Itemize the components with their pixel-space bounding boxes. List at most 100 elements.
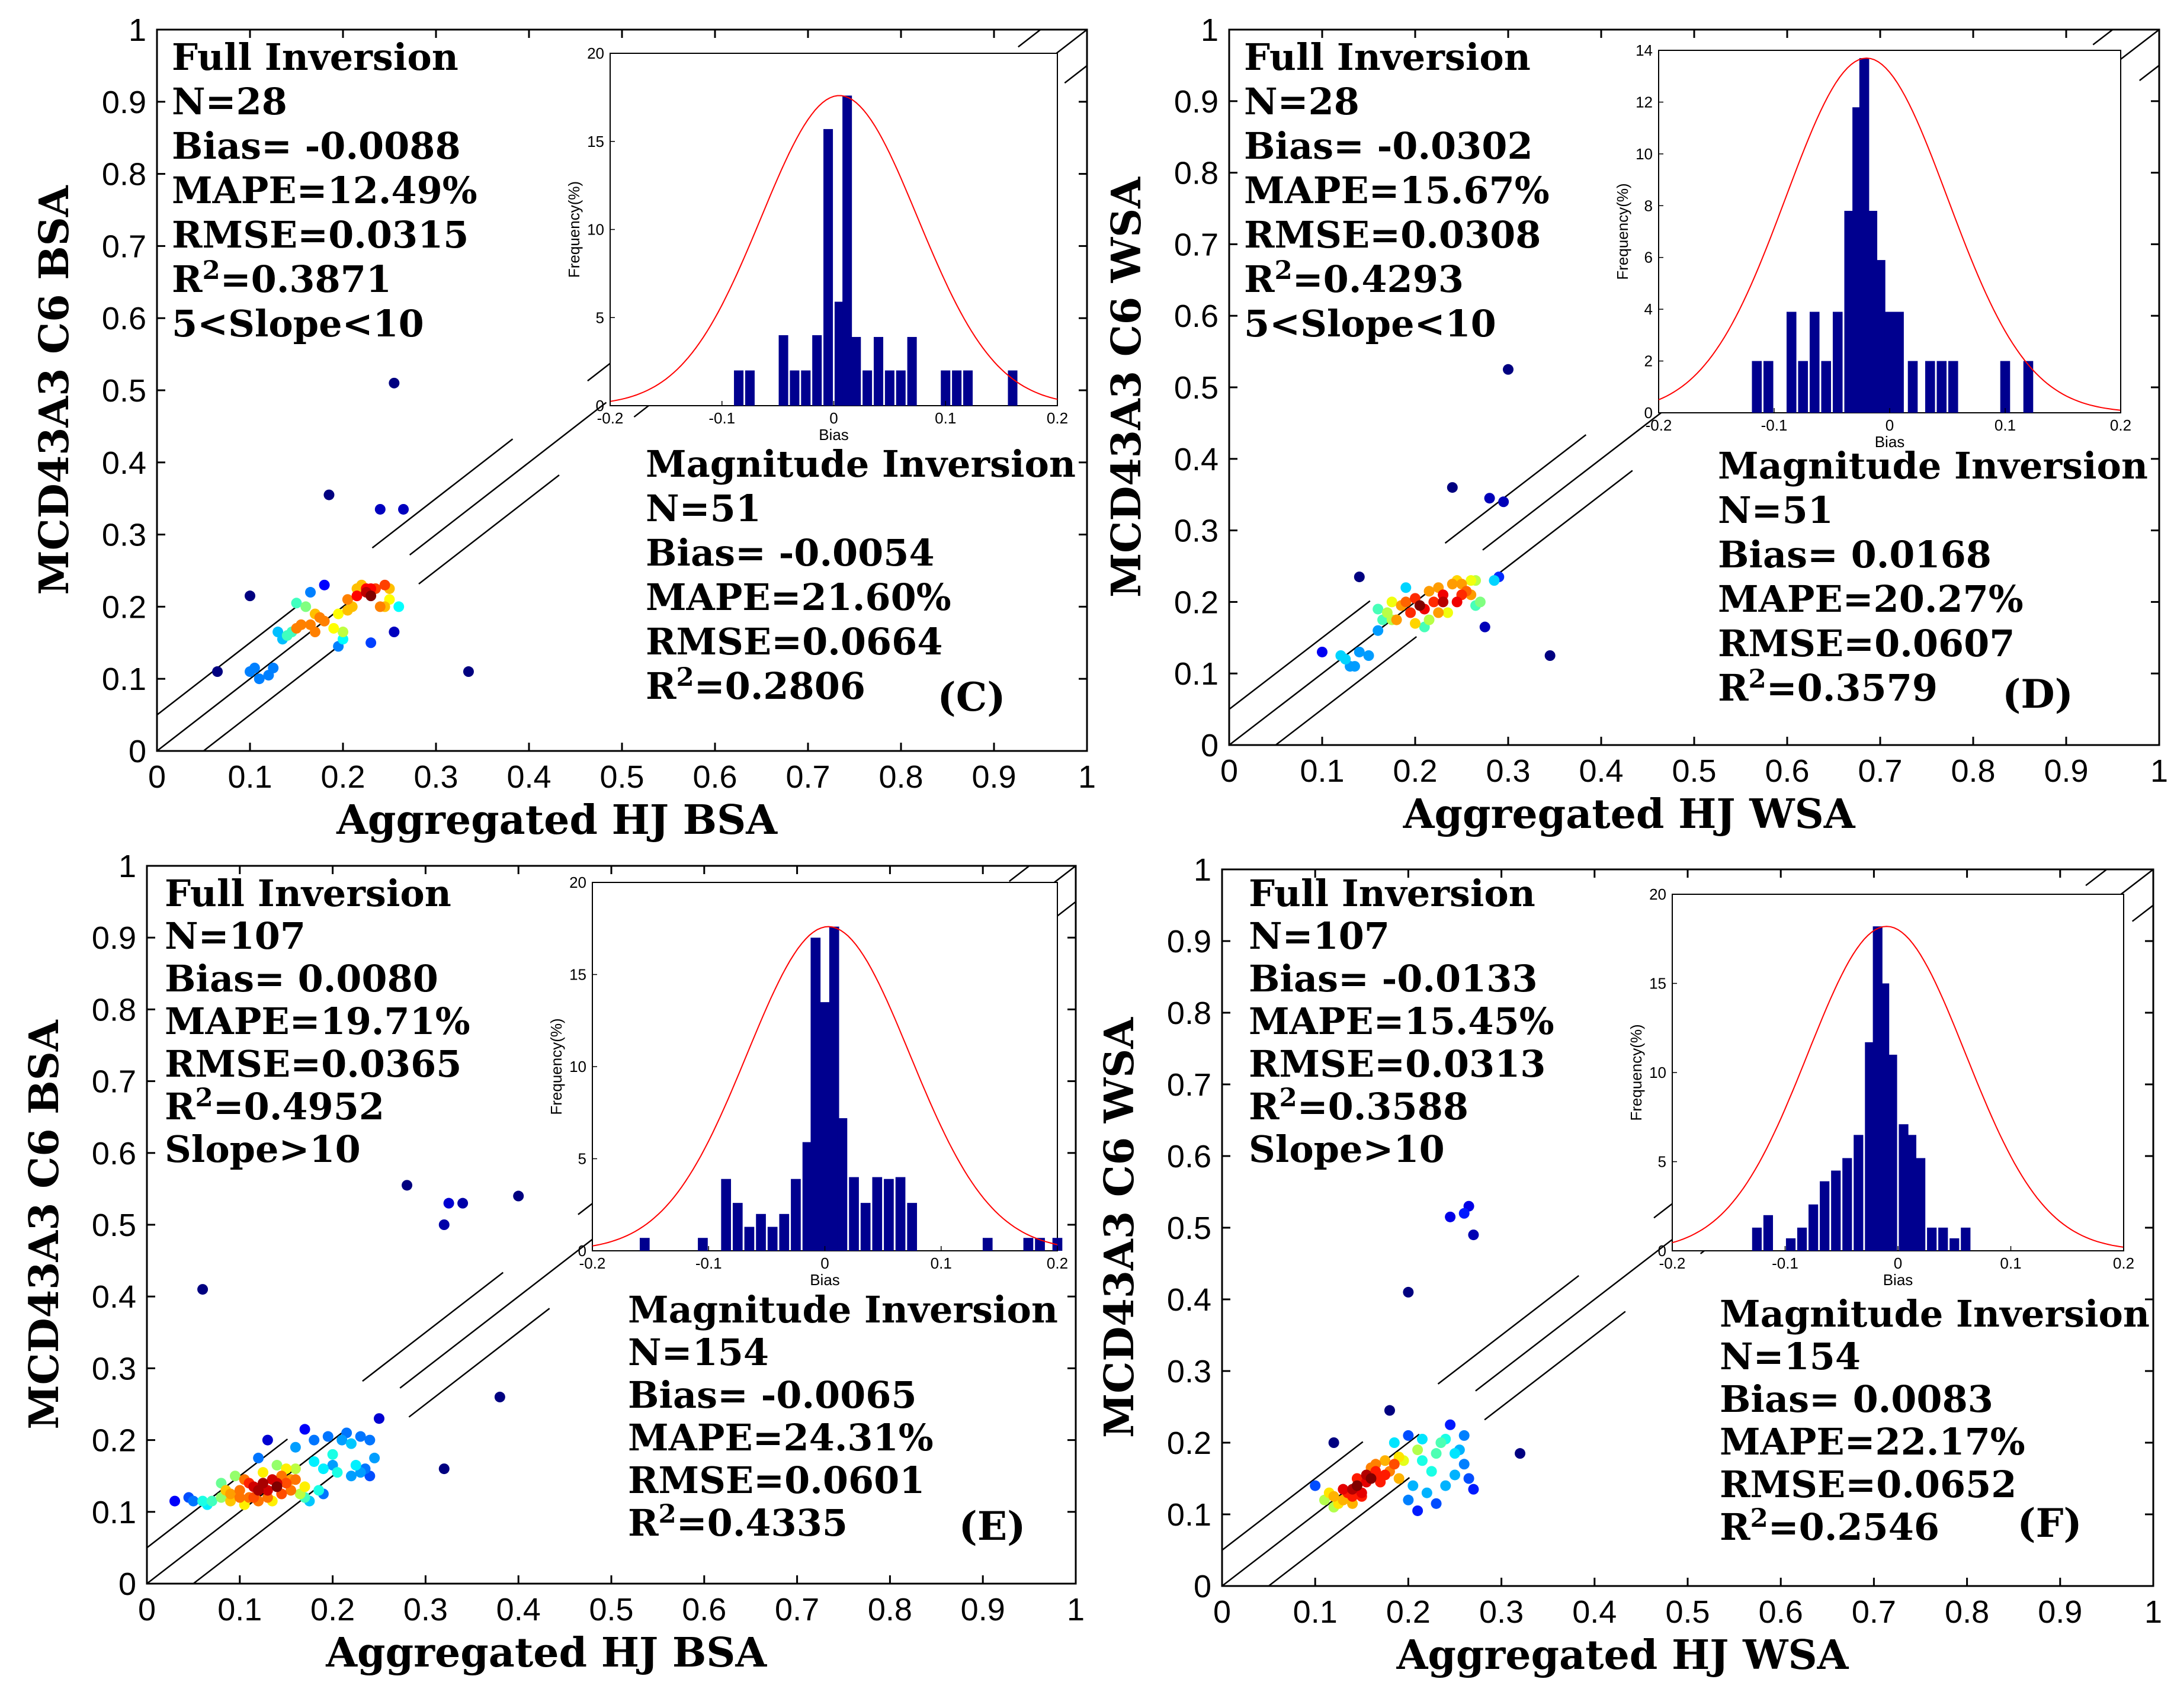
y-tick-label: 0.1 (92, 1495, 136, 1530)
y-tick-label: 0 (118, 1566, 136, 1602)
y-tick-label: 0.7 (1167, 1067, 1211, 1103)
data-point (206, 1495, 217, 1507)
y-tick-label: 0.4 (102, 445, 146, 481)
data-point (1386, 596, 1397, 608)
data-point (1414, 600, 1425, 611)
inset-x-tick-label: -0.2 (1646, 416, 1672, 434)
data-point (1450, 1448, 1460, 1459)
data-point (333, 608, 344, 619)
x-axis-title: Aggregated HJ WSA (1396, 1632, 1849, 1679)
x-axis-title: Aggregated HJ BSA (336, 797, 778, 844)
magnitude-inversion-stat: N=154 (1720, 1335, 1861, 1378)
full-inversion-stat: R2=0.3588 (1249, 1083, 1468, 1128)
data-point (1373, 603, 1384, 615)
data-point (1403, 1430, 1414, 1441)
data-point (1468, 1229, 1479, 1241)
magnitude-inversion-title: Magnitude Inversion (628, 1288, 1058, 1331)
data-point (305, 619, 316, 630)
x-tick-label: 0.5 (599, 759, 644, 795)
data-point (1389, 1459, 1400, 1470)
histogram-bar (1927, 1227, 1937, 1251)
inset-y-tick-label: 8 (1644, 197, 1653, 214)
full-inversion-stat-base: R (1249, 1085, 1280, 1128)
x-tick-label: 0.1 (217, 1592, 262, 1627)
inset-x-tick-label: 0 (1894, 1254, 1902, 1272)
data-point (234, 1485, 245, 1496)
full-inversion-title: Full Inversion (165, 872, 451, 915)
magnitude-inversion-stat: R2=0.2546 (1720, 1503, 1939, 1549)
data-point (1447, 579, 1458, 590)
data-point (457, 1197, 469, 1209)
histogram-bar (812, 335, 822, 406)
x-tick-label: 0.7 (775, 1592, 819, 1627)
data-point (365, 637, 377, 648)
y-tick-label: 0 (1201, 728, 1219, 763)
full-inversion-title: Full Inversion (1249, 872, 1535, 915)
data-point (1421, 1487, 1432, 1498)
data-point (258, 1467, 268, 1478)
histogram-bar (1907, 361, 1918, 413)
data-point (1407, 1480, 1419, 1491)
data-point (1365, 1473, 1377, 1484)
histogram-bar (963, 370, 973, 406)
full-inversion-stat-value: =0.3588 (1297, 1085, 1468, 1128)
magnitude-inversion-stat: RMSE=0.0664 (646, 620, 942, 663)
full-inversion-stat: RMSE=0.0365 (165, 1042, 461, 1086)
x-tick-label: 0.9 (961, 1592, 1005, 1627)
inset-x-tick-label: -0.1 (708, 409, 735, 427)
full-inversion-title: Full Inversion (1244, 36, 1531, 79)
magnitude-inversion-stat-superscript: 2 (659, 1499, 676, 1529)
data-point (1416, 1455, 1428, 1466)
data-point (336, 1434, 348, 1446)
histogram-bar (1859, 58, 1870, 413)
histogram-bar (862, 370, 873, 406)
data-point (290, 1474, 301, 1485)
histogram-bar (810, 938, 821, 1251)
inset-x-tick-label: 0.2 (2113, 1254, 2134, 1272)
data-point (254, 673, 265, 685)
data-point (229, 1471, 241, 1482)
magnitude-inversion-stat: R2=0.2806 (646, 662, 865, 708)
data-point (245, 590, 255, 602)
inset-x-tick-label: 0.2 (1047, 409, 1068, 427)
inset-x-axis-title: Bias (1883, 1271, 1913, 1289)
inset-x-tick-label: -0.2 (1659, 1254, 1686, 1272)
histogram-bar (1820, 1181, 1830, 1251)
x-tick-label: 1 (1078, 759, 1096, 795)
data-point (494, 1391, 505, 1402)
histogram-bar (1867, 211, 1878, 413)
full-inversion-stat: Bias= 0.0080 (165, 957, 438, 1000)
inset-y-axis-title: Frequency(%) (1627, 1024, 1645, 1121)
histogram-bar (1854, 1135, 1864, 1251)
histogram-bar (1875, 260, 1886, 413)
histogram-bar (1008, 370, 1018, 406)
histogram-bar (1832, 312, 1843, 413)
y-tick-label: 0.1 (1174, 656, 1219, 692)
data-point (309, 1434, 320, 1446)
histogram-bar (1809, 312, 1820, 413)
normal-fit-curve (610, 95, 1058, 402)
inset-y-tick-label: 5 (596, 309, 604, 326)
y-axis-title: MCD43A3 C6 WSA (1096, 1017, 1143, 1438)
data-point (389, 627, 400, 638)
scatter-points (1310, 1200, 1526, 1516)
histogram-bar (872, 1177, 883, 1251)
data-point (318, 1463, 329, 1475)
y-axis-title: MCD43A3 C6 BSA (31, 185, 78, 595)
inset-x-tick-label: 0.1 (935, 409, 956, 427)
histogram-bar (790, 370, 800, 406)
histogram-bar (801, 370, 811, 406)
data-point (1400, 582, 1412, 593)
data-point (1442, 607, 1453, 618)
data-point (322, 1431, 334, 1442)
full-inversion-stat: R2=0.4952 (165, 1083, 384, 1128)
inset-y-axis-title: Frequency(%) (565, 181, 583, 278)
y-tick-label: 0.3 (92, 1351, 136, 1386)
data-point (290, 1441, 301, 1453)
x-tick-label: 0.8 (1951, 753, 1995, 789)
inset-y-tick-label: 0 (596, 397, 604, 415)
data-point (323, 489, 335, 500)
full-inversion-stat-base: R (1244, 258, 1275, 301)
x-tick-label: 0.5 (589, 1592, 633, 1627)
